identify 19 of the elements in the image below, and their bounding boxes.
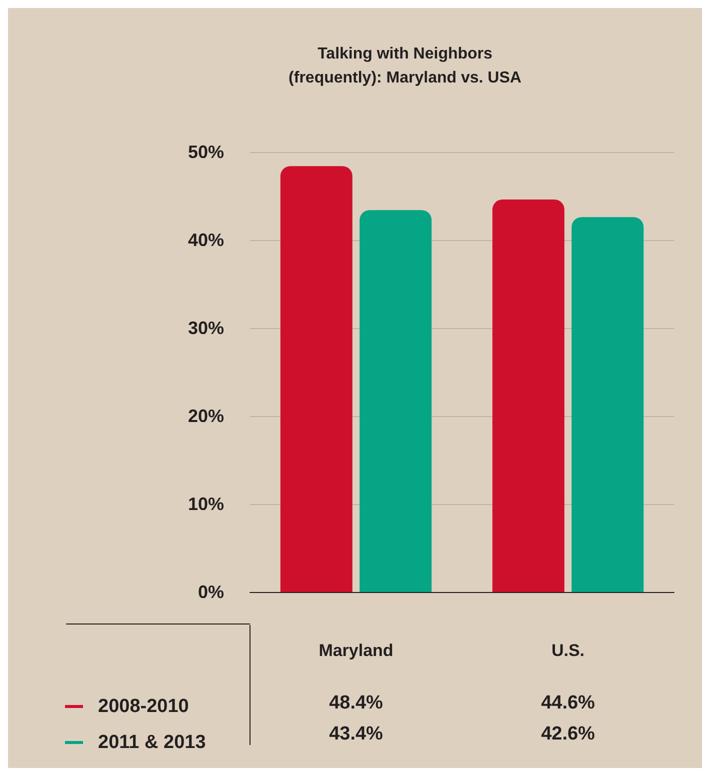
- y-tick-label: 10%: [188, 494, 224, 514]
- y-tick-label: 30%: [188, 318, 224, 338]
- y-tick-label: 40%: [188, 230, 224, 250]
- bar: [492, 200, 564, 592]
- bar: [280, 166, 352, 592]
- legend-label: 2011 & 2013: [98, 732, 206, 753]
- x-tick-label: Maryland: [318, 641, 394, 660]
- chart-title: Talking with Neighbors (frequently): Maryland vs. USA: [288, 46, 522, 86]
- y-tick-label: 0%: [198, 582, 224, 602]
- bar: [572, 217, 644, 592]
- x-tick-label: U.S.: [551, 641, 585, 660]
- y-tick-label: 20%: [188, 406, 224, 426]
- data-label: 48.4%: [329, 692, 384, 714]
- y-tick-label: 50%: [188, 142, 224, 162]
- data-label: 43.4%: [329, 724, 384, 744]
- data-label: 44.6%: [541, 692, 596, 714]
- bar: [360, 210, 432, 592]
- data-label: 42.6%: [541, 724, 596, 744]
- legend-label: 2008-2010: [98, 696, 189, 717]
